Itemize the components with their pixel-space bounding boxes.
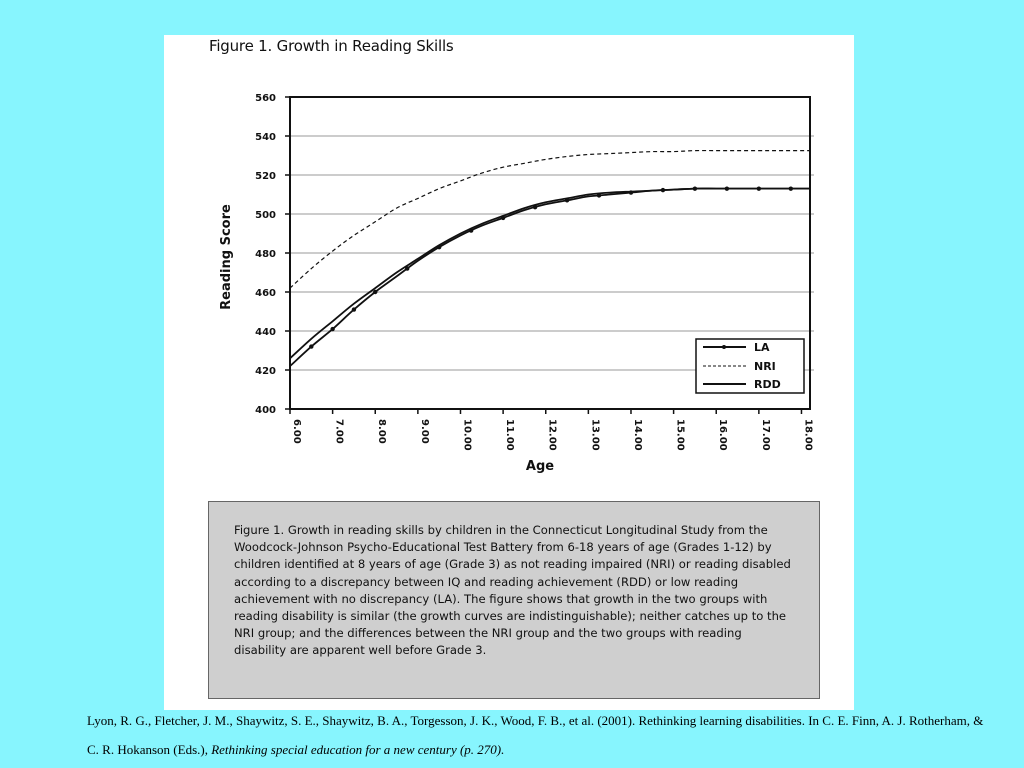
y-tick-label-420: 420 <box>255 366 276 377</box>
x-axis-label: Age <box>526 459 554 474</box>
la-marker-3 <box>373 289 378 295</box>
series-nri-line <box>289 149 810 289</box>
x-tick-label-11: 11.00 <box>504 419 515 451</box>
x-tick-label-18: 18.00 <box>802 419 813 451</box>
series-lines <box>289 149 810 367</box>
plot-frame <box>289 96 811 410</box>
x-tick-label-15: 15.00 <box>675 419 686 451</box>
x-tick-label-7: 7.00 <box>334 419 345 444</box>
y-tick-label-400: 400 <box>255 405 276 416</box>
x-tick-label-17: 17.00 <box>760 419 771 451</box>
figure-panel: Figure 1. Growth in Reading Skills 400 42… <box>164 35 854 710</box>
legend-la-marker <box>722 345 726 349</box>
la-marker-16 <box>788 186 794 191</box>
la-marker-14 <box>724 186 730 191</box>
la-marker-13 <box>692 186 698 191</box>
legend-nri-label: NRI <box>754 360 776 373</box>
la-marker-1 <box>330 326 335 332</box>
la-marker-4 <box>405 266 410 271</box>
legend-rdd-label: RDD <box>754 378 781 391</box>
la-marker-10 <box>596 193 602 198</box>
y-tick-label-540: 540 <box>255 132 276 143</box>
la-marker-11 <box>628 190 634 195</box>
la-marker-2 <box>351 307 357 312</box>
y-tick-label-560: 560 <box>255 93 276 104</box>
figure-title: Figure 1. Growth in Reading Skills <box>209 37 454 55</box>
la-marker-8 <box>532 204 538 210</box>
la-marker-12 <box>660 187 666 193</box>
citation-title: Rethinking special education for a new c… <box>211 742 505 757</box>
y-tick-label-460: 460 <box>255 288 276 299</box>
x-tick-label-12: 12.00 <box>547 419 558 451</box>
reading-growth-chart: 400 420 440 460 480 500 520 540 560 6.00 7.00 8.00… <box>219 93 814 474</box>
x-tick-label-13: 13.00 <box>589 419 600 451</box>
x-tick-label-14: 14.00 <box>632 419 643 451</box>
x-tick-label-9: 9.00 <box>419 419 430 444</box>
y-tick-label-440: 440 <box>255 327 276 338</box>
x-tick-label-8: 8.00 <box>376 419 387 444</box>
la-marker-9 <box>564 198 570 203</box>
citation: Lyon, R. G., Fletcher, J. M., Shaywitz, … <box>87 706 987 764</box>
legend: LA NRI RDD <box>695 338 805 394</box>
la-marker-5 <box>436 244 442 250</box>
figure-caption: Figure 1. Growth in reading skills by ch… <box>208 501 820 699</box>
y-tick-label-520: 520 <box>255 171 276 182</box>
la-marker-6 <box>468 228 474 233</box>
y-tick-label-480: 480 <box>255 249 276 260</box>
y-tick-label-500: 500 <box>255 210 276 221</box>
la-markers <box>309 186 794 349</box>
x-tick-label-16: 16.00 <box>717 419 728 451</box>
y-axis-label: Reading Score <box>219 204 234 310</box>
legend-la-label: LA <box>754 341 770 354</box>
citation-text: Lyon, R. G., Fletcher, J. M., Shaywitz, … <box>87 713 984 757</box>
series-rdd-line <box>289 187 810 359</box>
x-tick-label-6: 6.00 <box>291 419 302 444</box>
la-marker-7 <box>500 215 506 221</box>
y-tick-labels: 400 420 440 460 480 500 520 540 560 <box>255 93 276 416</box>
la-marker-15 <box>756 186 762 191</box>
x-tick-labels: 6.00 7.00 8.00 9.00 10.00 11.00 12.00 13.00 14.0… <box>291 419 813 451</box>
x-tick-label-10: 10.00 <box>461 419 472 451</box>
la-marker-0 <box>309 344 314 349</box>
